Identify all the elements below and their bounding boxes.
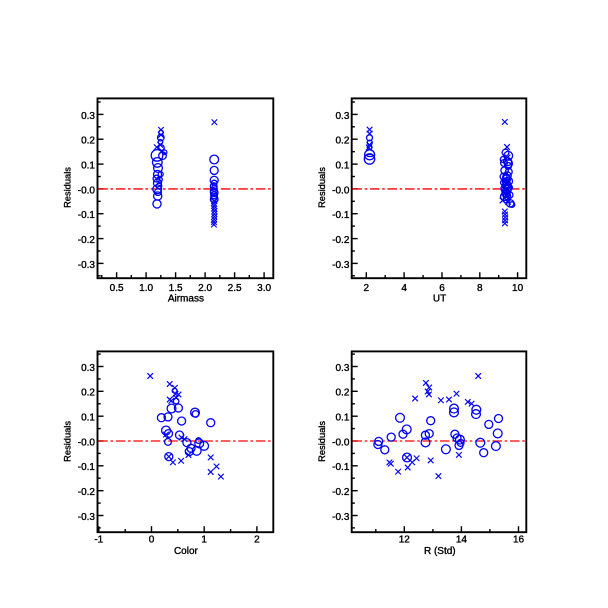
svg-text:-0.2: -0.2 bbox=[78, 235, 96, 246]
svg-text:-0.0: -0.0 bbox=[332, 185, 350, 196]
svg-text:0.1: 0.1 bbox=[335, 161, 349, 172]
svg-text:3.0: 3.0 bbox=[257, 283, 271, 294]
svg-text:0.1: 0.1 bbox=[81, 413, 95, 424]
svg-text:-0.3: -0.3 bbox=[332, 512, 350, 523]
svg-text:0.3: 0.3 bbox=[335, 363, 349, 374]
svg-text:0.5: 0.5 bbox=[110, 283, 124, 294]
svg-text:0.3: 0.3 bbox=[81, 363, 95, 374]
svg-text:1.0: 1.0 bbox=[139, 283, 153, 294]
svg-text:8: 8 bbox=[477, 283, 483, 294]
svg-text:0.2: 0.2 bbox=[335, 388, 349, 399]
svg-text:-0.0: -0.0 bbox=[78, 437, 96, 448]
svg-text:Residuals: Residuals bbox=[62, 421, 72, 462]
svg-text:16: 16 bbox=[513, 534, 525, 545]
svg-text:4: 4 bbox=[401, 283, 407, 294]
svg-text:Residuals: Residuals bbox=[317, 421, 327, 462]
svg-text:0.3: 0.3 bbox=[81, 111, 95, 122]
svg-text:0.2: 0.2 bbox=[81, 388, 95, 399]
svg-text:0.2: 0.2 bbox=[335, 136, 349, 147]
svg-text:-0.2: -0.2 bbox=[332, 235, 350, 246]
svg-text:Residuals: Residuals bbox=[62, 167, 72, 208]
svg-text:-0.0: -0.0 bbox=[332, 437, 350, 448]
svg-text:R (Std): R (Std) bbox=[424, 546, 456, 557]
svg-text:-0.1: -0.1 bbox=[78, 462, 96, 473]
svg-text:UT: UT bbox=[433, 293, 446, 304]
svg-text:-0.2: -0.2 bbox=[332, 487, 350, 498]
svg-text:-0.1: -0.1 bbox=[332, 462, 350, 473]
svg-text:Color: Color bbox=[174, 546, 199, 557]
svg-text:-0.3: -0.3 bbox=[78, 512, 96, 523]
svg-text:-0.0: -0.0 bbox=[78, 185, 96, 196]
svg-text:2.0: 2.0 bbox=[198, 283, 212, 294]
svg-text:-0.3: -0.3 bbox=[78, 260, 96, 271]
svg-text:-1: -1 bbox=[94, 534, 103, 545]
svg-text:2: 2 bbox=[254, 534, 260, 545]
svg-text:14: 14 bbox=[456, 534, 468, 545]
svg-text:10: 10 bbox=[512, 283, 524, 294]
svg-text:0.1: 0.1 bbox=[81, 161, 95, 172]
svg-text:2: 2 bbox=[364, 283, 370, 294]
svg-text:-0.3: -0.3 bbox=[332, 260, 350, 271]
svg-text:1: 1 bbox=[201, 534, 207, 545]
svg-text:0.2: 0.2 bbox=[81, 136, 95, 147]
svg-text:Residuals: Residuals bbox=[317, 167, 327, 208]
svg-text:0.3: 0.3 bbox=[335, 111, 349, 122]
svg-text:2.5: 2.5 bbox=[228, 283, 242, 294]
svg-text:0.1: 0.1 bbox=[335, 413, 349, 424]
svg-text:-0.1: -0.1 bbox=[332, 210, 350, 221]
svg-text:Airmass: Airmass bbox=[168, 293, 204, 304]
svg-text:-0.2: -0.2 bbox=[78, 487, 96, 498]
svg-text:0: 0 bbox=[149, 534, 155, 545]
svg-text:12: 12 bbox=[399, 534, 411, 545]
svg-text:-0.1: -0.1 bbox=[78, 210, 96, 221]
svg-text:6: 6 bbox=[439, 283, 445, 294]
svg-text:1.5: 1.5 bbox=[169, 283, 183, 294]
